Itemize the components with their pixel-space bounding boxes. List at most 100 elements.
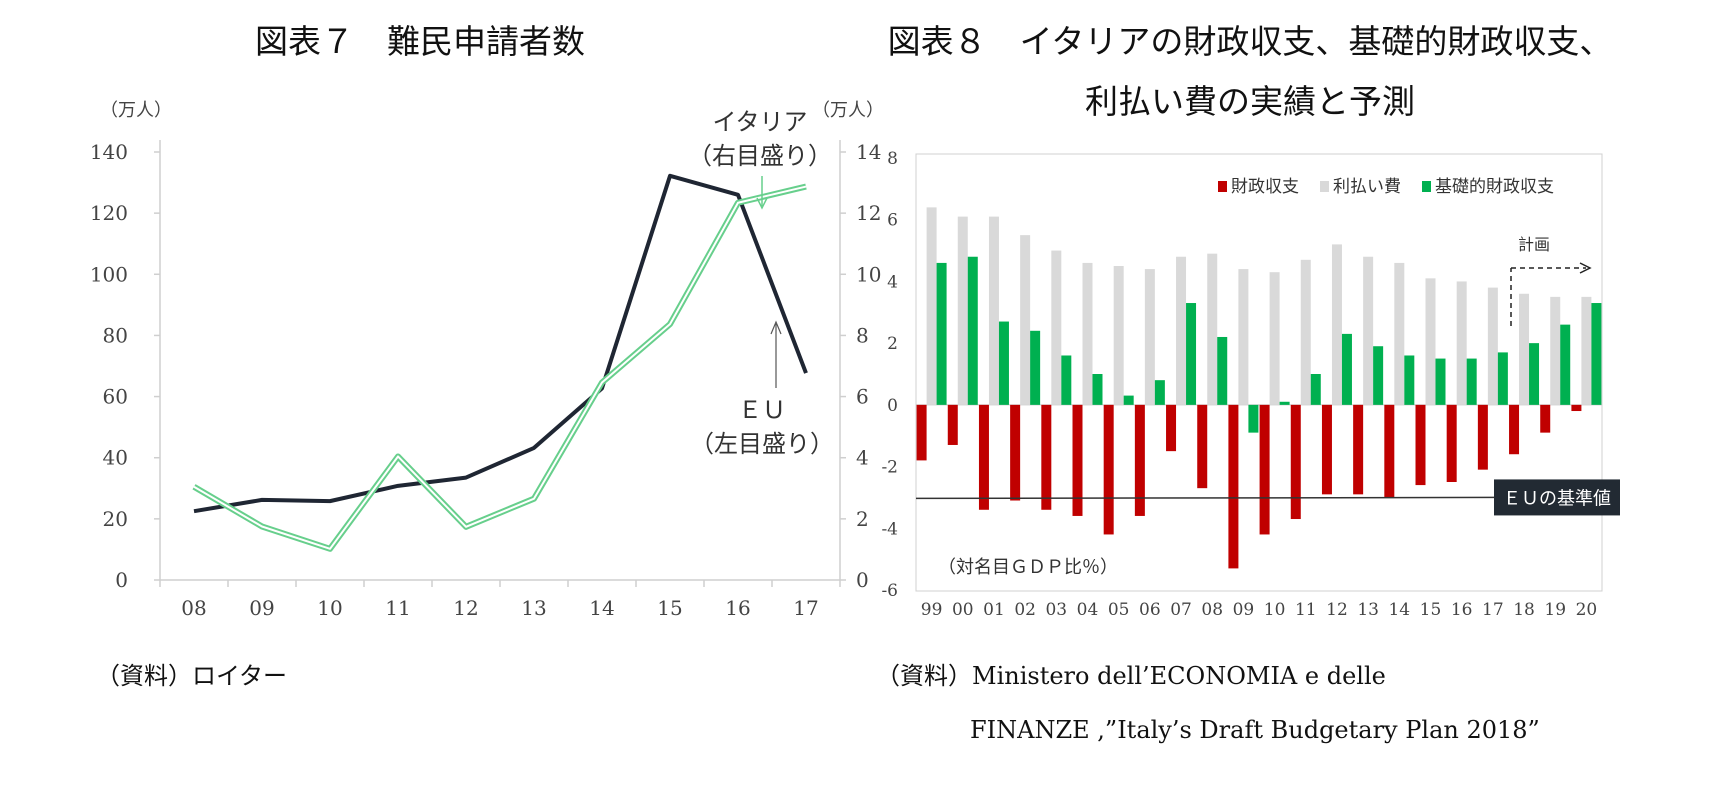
x-tick-label: 09 bbox=[1233, 600, 1255, 620]
y-tick-label: 8 bbox=[887, 149, 898, 169]
bar-fiscal-balance bbox=[1041, 404, 1052, 510]
bar-interest bbox=[1082, 262, 1093, 405]
right-y-tick-label: 6 bbox=[856, 385, 869, 409]
x-tick-label: 15 bbox=[657, 596, 682, 620]
bar-fiscal-balance bbox=[916, 404, 927, 461]
x-tick-label: 16 bbox=[1451, 600, 1473, 620]
bar-primary-balance bbox=[1030, 330, 1041, 405]
bar-interest bbox=[1020, 235, 1031, 405]
right-y-tick-label: 14 bbox=[856, 140, 881, 164]
source-right-line1: （資料）Ministero dell’ECONOMIA e delle bbox=[876, 662, 1386, 690]
legend-swatch bbox=[1320, 181, 1329, 192]
bar-fiscal-balance bbox=[1010, 404, 1021, 501]
x-tick-label: 17 bbox=[1482, 600, 1504, 620]
legend-swatch bbox=[1218, 181, 1227, 192]
bar-fiscal-balance bbox=[1103, 404, 1114, 535]
bar-primary-balance bbox=[1373, 346, 1384, 405]
bar-primary-balance bbox=[967, 256, 978, 405]
bar-fiscal-balance bbox=[1166, 404, 1177, 452]
bar-fiscal-balance bbox=[1509, 404, 1520, 455]
x-tick-label: 19 bbox=[1544, 600, 1566, 620]
bar-interest bbox=[1550, 296, 1561, 405]
bar-fiscal-balance bbox=[1384, 404, 1395, 498]
eu-reference-line bbox=[915, 496, 1503, 500]
x-tick-label: 12 bbox=[1326, 600, 1348, 620]
right-y-tick-label: 8 bbox=[856, 323, 869, 347]
x-tick-label: 08 bbox=[1201, 600, 1223, 620]
bar-primary-balance bbox=[1466, 358, 1477, 405]
legend-label: 利払い費 bbox=[1333, 177, 1401, 197]
eu-reference: ＥＵの基準値 bbox=[915, 479, 1620, 516]
y-tick-label: -6 bbox=[881, 581, 898, 601]
x-tick-label: 11 bbox=[1295, 600, 1317, 620]
bar-primary-balance bbox=[998, 321, 1009, 405]
legend-label: 財政収支 bbox=[1231, 177, 1299, 197]
bar-primary-balance bbox=[1092, 374, 1103, 405]
bar-interest bbox=[1269, 272, 1280, 405]
bar-primary-balance bbox=[1341, 333, 1352, 405]
bar-primary-balance bbox=[1123, 395, 1134, 405]
x-tick-label: 14 bbox=[589, 596, 614, 620]
x-tick-label: 17 bbox=[793, 596, 818, 620]
bar-interest bbox=[1519, 293, 1530, 405]
bar-interest bbox=[957, 216, 968, 405]
bar-interest bbox=[988, 216, 999, 405]
bar-interest bbox=[1300, 259, 1311, 405]
chart8-title-line2: 利払い費の実績と予測 bbox=[1085, 82, 1415, 121]
x-tick-label: 04 bbox=[1077, 600, 1099, 620]
bar-fiscal-balance bbox=[1571, 404, 1582, 412]
annotation-italy-line2: （右目盛り） bbox=[688, 142, 832, 170]
annotation-eu: ＥＵ （左目盛り） bbox=[690, 320, 834, 458]
bar-interest bbox=[1113, 266, 1124, 405]
bar-interest bbox=[1581, 296, 1592, 405]
bar-interest bbox=[1176, 256, 1187, 405]
x-tick-label: 01 bbox=[983, 600, 1005, 620]
bar-primary-balance bbox=[1404, 355, 1415, 405]
left-axis-unit: （万人） bbox=[100, 100, 172, 121]
plan-label: 計画 bbox=[1518, 235, 1550, 254]
bar-interest bbox=[1425, 278, 1436, 405]
x-tick-label: 09 bbox=[249, 596, 274, 620]
bar-interest bbox=[1144, 269, 1155, 405]
bar-fiscal-balance bbox=[1228, 404, 1239, 569]
annotation-eu-line1: ＥＵ bbox=[738, 396, 786, 424]
right-y-tick-label: 10 bbox=[856, 262, 881, 286]
x-tick-label: 03 bbox=[1045, 600, 1067, 620]
bar-fiscal-balance bbox=[978, 404, 989, 510]
bar-primary-balance bbox=[1248, 404, 1259, 433]
plan-annotation: 計画 bbox=[1510, 235, 1592, 326]
legend-swatch bbox=[1422, 181, 1431, 192]
x-tick-label: 08 bbox=[181, 596, 206, 620]
x-tick-label: 11 bbox=[385, 596, 410, 620]
bar-fiscal-balance bbox=[1321, 404, 1332, 495]
x-tick-label: 15 bbox=[1420, 600, 1442, 620]
y-tick-label: 6 bbox=[887, 211, 898, 231]
bar-primary-balance bbox=[1435, 358, 1446, 405]
bar-fiscal-balance bbox=[1197, 404, 1208, 489]
bar-fiscal-balance bbox=[1415, 404, 1426, 486]
plan-arrowhead bbox=[1579, 262, 1592, 274]
bar-primary-balance bbox=[1154, 380, 1165, 405]
chart8-plot-frame bbox=[915, 153, 1603, 592]
chart7-title: 図表７ 難民申請者数 bbox=[255, 22, 585, 61]
x-tick-label: 13 bbox=[521, 596, 546, 620]
x-tick-label: 18 bbox=[1513, 600, 1535, 620]
y-tick-label: 0 bbox=[887, 396, 898, 416]
y-tick-label: -2 bbox=[881, 458, 898, 478]
right-y-tick-label: 0 bbox=[856, 568, 869, 592]
bar-fiscal-balance bbox=[1540, 404, 1551, 433]
x-tick-label: 99 bbox=[921, 600, 943, 620]
eu-reference-label-box bbox=[1494, 479, 1620, 516]
left-y-tick-label: 0 bbox=[115, 568, 128, 592]
x-tick-label: 20 bbox=[1576, 600, 1598, 620]
source-left: （資料）ロイター bbox=[96, 662, 288, 690]
x-tick-label: 05 bbox=[1108, 600, 1130, 620]
bar-primary-balance bbox=[1497, 352, 1508, 405]
bar-fiscal-balance bbox=[1072, 404, 1083, 516]
bar-primary-balance bbox=[1061, 355, 1072, 405]
x-tick-label: 06 bbox=[1139, 600, 1161, 620]
bar-interest bbox=[1051, 250, 1062, 405]
bar-fiscal-balance bbox=[1290, 404, 1301, 520]
